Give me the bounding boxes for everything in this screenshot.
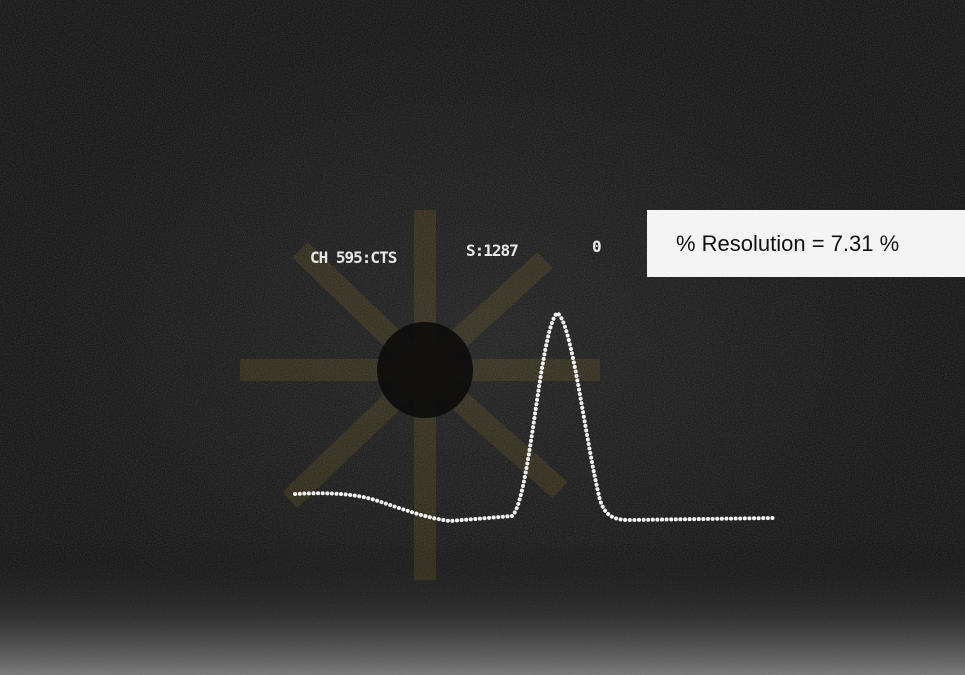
channel-readout: CH 595:CTS [310,248,397,267]
annotation-text: % Resolution = 7.31 % [676,231,899,256]
watermark-center [377,322,473,418]
page: CH 595:CTS S:1287 0 % Resolution = 7.31 … [0,0,965,675]
marker: 0 [592,237,601,256]
speckle-floor [0,540,965,675]
photo: CH 595:CTS S:1287 0 % Resolution = 7.31 … [0,0,965,675]
scale-readout: S:1287 [466,241,518,260]
